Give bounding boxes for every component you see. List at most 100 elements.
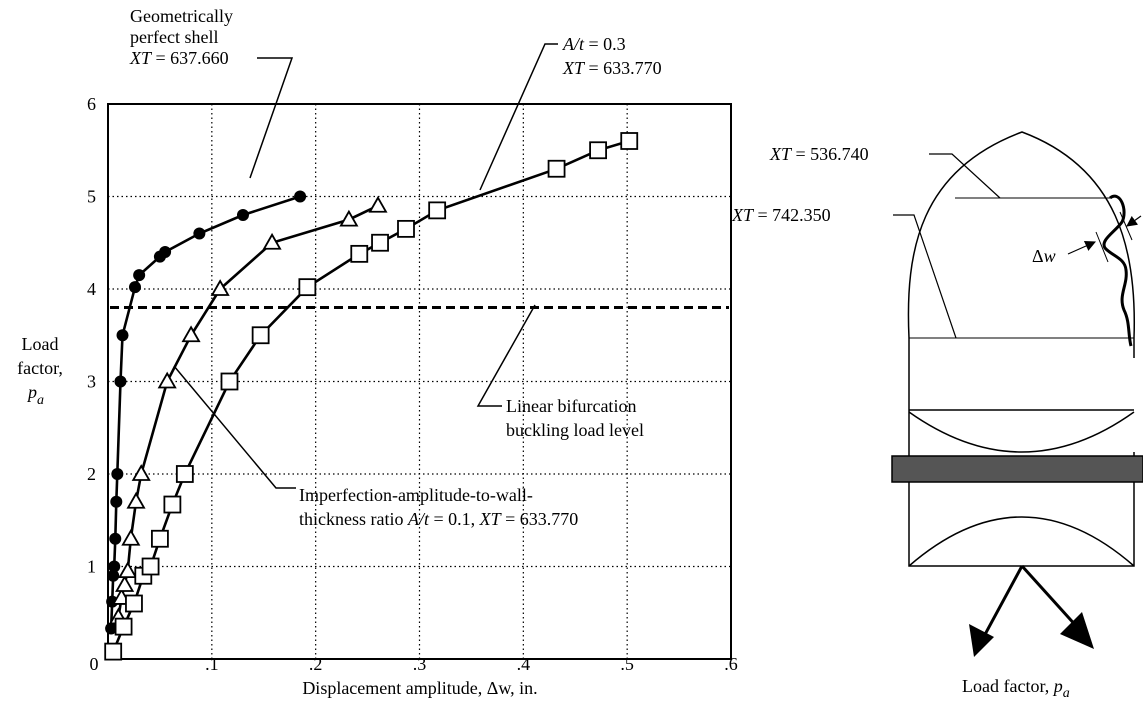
diagram-caption-text: Load factor, (962, 676, 1054, 696)
svg-text:Δw: Δw (1032, 246, 1056, 266)
y-axis-label: Load factor, pa (17, 334, 63, 408)
at01-xt-value: = 633.770 (501, 509, 579, 529)
shell-diagram: XT = 536.740 XT = 742.350 Δw Load factor… (731, 131, 1143, 701)
annotation-bifurcation: Linear bifurcation buckling load level (476, 304, 644, 440)
data-point-triangle (157, 371, 177, 389)
svg-text:XT = 536.740: XT = 536.740 (769, 144, 869, 164)
bifurcation-line1: Linear bifurcation (506, 396, 636, 416)
at01-value: = 0.1, (429, 509, 480, 529)
shell-outline (907, 131, 1136, 567)
chart-grid (108, 104, 731, 659)
data-point-triangle (126, 491, 146, 509)
annotation-at-0.3: A/t = 0.3 XT = 633.770 (479, 34, 662, 191)
y-axis-label-line1: Load (22, 334, 59, 354)
series-circle (105, 190, 307, 635)
xt-lower-symbol: XT (731, 205, 755, 225)
svg-text:XT = 633.770: XT = 633.770 (562, 58, 662, 78)
load-arrow-right-shaft (1020, 564, 1080, 630)
x-tick-label: .3 (413, 654, 427, 674)
data-point-square (350, 244, 369, 263)
y-tick-label: 3 (87, 372, 96, 392)
x-tick-label: 0 (90, 654, 99, 674)
at03-leader (479, 43, 558, 191)
data-point-square (589, 141, 607, 160)
at03-symbol: A/t (562, 34, 585, 54)
load-arrow-left-shaft (980, 565, 1024, 641)
data-point-circle (133, 269, 146, 282)
svg-text:A/t = 0.3: A/t = 0.3 (562, 34, 626, 54)
data-point-square (428, 201, 447, 220)
x-tick-label: .5 (620, 654, 634, 674)
data-point-circle (159, 246, 172, 258)
data-point-circle (107, 569, 120, 582)
x-tick-label: .6 (724, 654, 738, 674)
bifurcation-line2: buckling load level (506, 420, 644, 440)
series-line-circle (109, 195, 301, 629)
at01-symbol: A/t (407, 509, 430, 529)
perfect-shell-xt-symbol: XT (129, 48, 153, 68)
data-point-triangle (339, 209, 359, 227)
data-point-square (114, 617, 133, 636)
annotation-at-0.1: Imperfection-amplitude-to-wall- thicknes… (173, 365, 578, 529)
data-point-triangle (210, 279, 230, 296)
y-tick-label: 2 (87, 464, 96, 484)
annotation-perfect-shell: Geometrically perfect shell XT = 637.660 (129, 6, 294, 179)
x-tick-labels: 0 .1 .2 .3 .4 .5 .6 (90, 654, 738, 674)
shell-upper-end-arc (908, 411, 1135, 453)
y-tick-labels: 1 2 3 4 5 6 (87, 94, 96, 577)
data-point-circle (294, 190, 307, 203)
dw-arrow-right (1126, 215, 1142, 227)
dw-arrow-left (1067, 241, 1096, 255)
data-point-triangle (131, 464, 151, 481)
diagram-caption-symbol: p (1052, 676, 1063, 696)
dw-delta: Δ (1032, 246, 1044, 266)
y-tick-label: 1 (87, 557, 96, 577)
data-point-circle (110, 495, 123, 508)
data-point-circle (236, 209, 249, 221)
data-point-square (397, 219, 415, 238)
data-point-square (547, 159, 566, 178)
perfect-shell-leader (249, 57, 294, 179)
at01-xt-symbol: XT (479, 509, 503, 529)
dw-symbol: w (1044, 246, 1056, 266)
plot-frame (107, 103, 732, 660)
xt-lower-leader (893, 214, 957, 339)
svg-text:Load factor, pa: Load factor, pa (962, 676, 1070, 701)
svg-text:pa: pa (26, 382, 44, 408)
perfect-shell-xt-value: = 637.660 (151, 48, 229, 68)
at01-line2-text: thickness ratio (299, 509, 408, 529)
data-point-triangle (115, 575, 135, 592)
bifurcation-leader (476, 304, 536, 407)
data-point-square (151, 529, 169, 548)
series-square (104, 132, 639, 661)
y-tick-label: 6 (87, 94, 96, 114)
load-arrow-left-head (969, 624, 994, 657)
perfect-shell-line1: Geometrically (130, 6, 233, 26)
y-axis-label-line2: factor, (17, 358, 63, 378)
xt-upper-leader (929, 153, 1001, 199)
xt-upper-symbol: XT (769, 144, 793, 164)
support-ring (891, 455, 1143, 483)
y-axis-label-subscript: a (37, 393, 44, 408)
data-point-square (620, 132, 639, 150)
data-point-circle (193, 227, 206, 240)
svg-text:XT = 742.350: XT = 742.350 (731, 205, 831, 225)
data-point-square (104, 642, 123, 661)
data-point-triangle (262, 232, 282, 250)
x-axis-label: Displacement amplitude, Δw, in. (302, 678, 537, 698)
x-tick-label: .2 (309, 654, 323, 674)
buckled-surface (1102, 194, 1133, 347)
at03-xt-value: = 633.770 (584, 58, 662, 78)
svg-text:thickness ratio A/t = 0.1, XT: thickness ratio A/t = 0.1, XT = 633.770 (299, 509, 578, 529)
y-tick-label: 4 (87, 279, 96, 299)
svg-text:XT = 637.660: XT = 637.660 (129, 48, 229, 68)
at01-leader (173, 365, 296, 489)
xt-lower-value: = 742.350 (753, 205, 831, 225)
y-tick-label: 5 (87, 187, 96, 207)
at01-line1: Imperfection-amplitude-to-wall- (299, 485, 533, 505)
data-point-square (141, 557, 160, 576)
data-point-circle (111, 468, 124, 480)
data-point-triangle (121, 528, 141, 546)
data-point-circle (109, 532, 122, 545)
